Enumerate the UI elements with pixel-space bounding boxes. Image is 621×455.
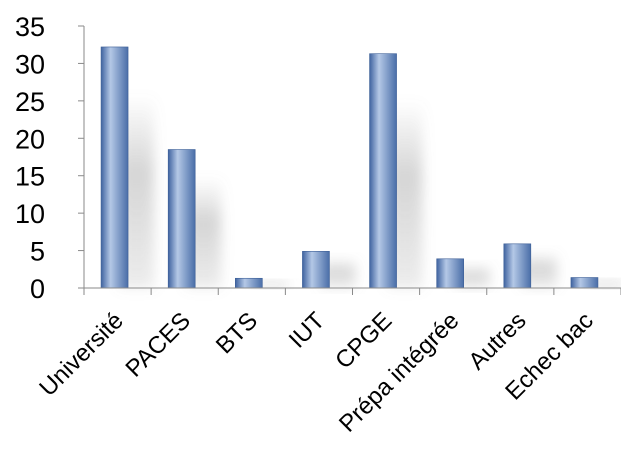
bar-shadow: [253, 280, 289, 288]
y-tick-label: 35: [15, 12, 45, 42]
y-tick-label: 20: [15, 124, 45, 154]
x-tick-label: IUT: [284, 307, 331, 354]
x-tick-label: Prépa intégrée: [334, 307, 464, 437]
x-tick-label: Université: [34, 307, 129, 402]
bar: [369, 53, 397, 289]
y-tick-label: 5: [30, 237, 45, 267]
axes: [78, 25, 621, 295]
y-tick-label: 15: [15, 162, 45, 192]
y-tick-label: 0: [30, 274, 45, 304]
x-tick-label: PACES: [121, 307, 196, 382]
bar: [100, 46, 129, 289]
y-tick-label: 30: [15, 49, 45, 79]
y-tick-label: 25: [15, 87, 45, 117]
bar: [302, 251, 330, 289]
y-tick-labels: 0 5 10 15 20 25 30 35: [15, 12, 45, 304]
x-tick-label: BTS: [211, 307, 263, 359]
bar: [167, 149, 196, 289]
bar: [235, 277, 263, 289]
bar: [436, 258, 464, 289]
bars: [100, 46, 599, 289]
bar-shadow: [588, 279, 621, 288]
y-tick-label: 10: [15, 199, 45, 229]
bar: [503, 243, 532, 289]
bar: [570, 277, 599, 289]
